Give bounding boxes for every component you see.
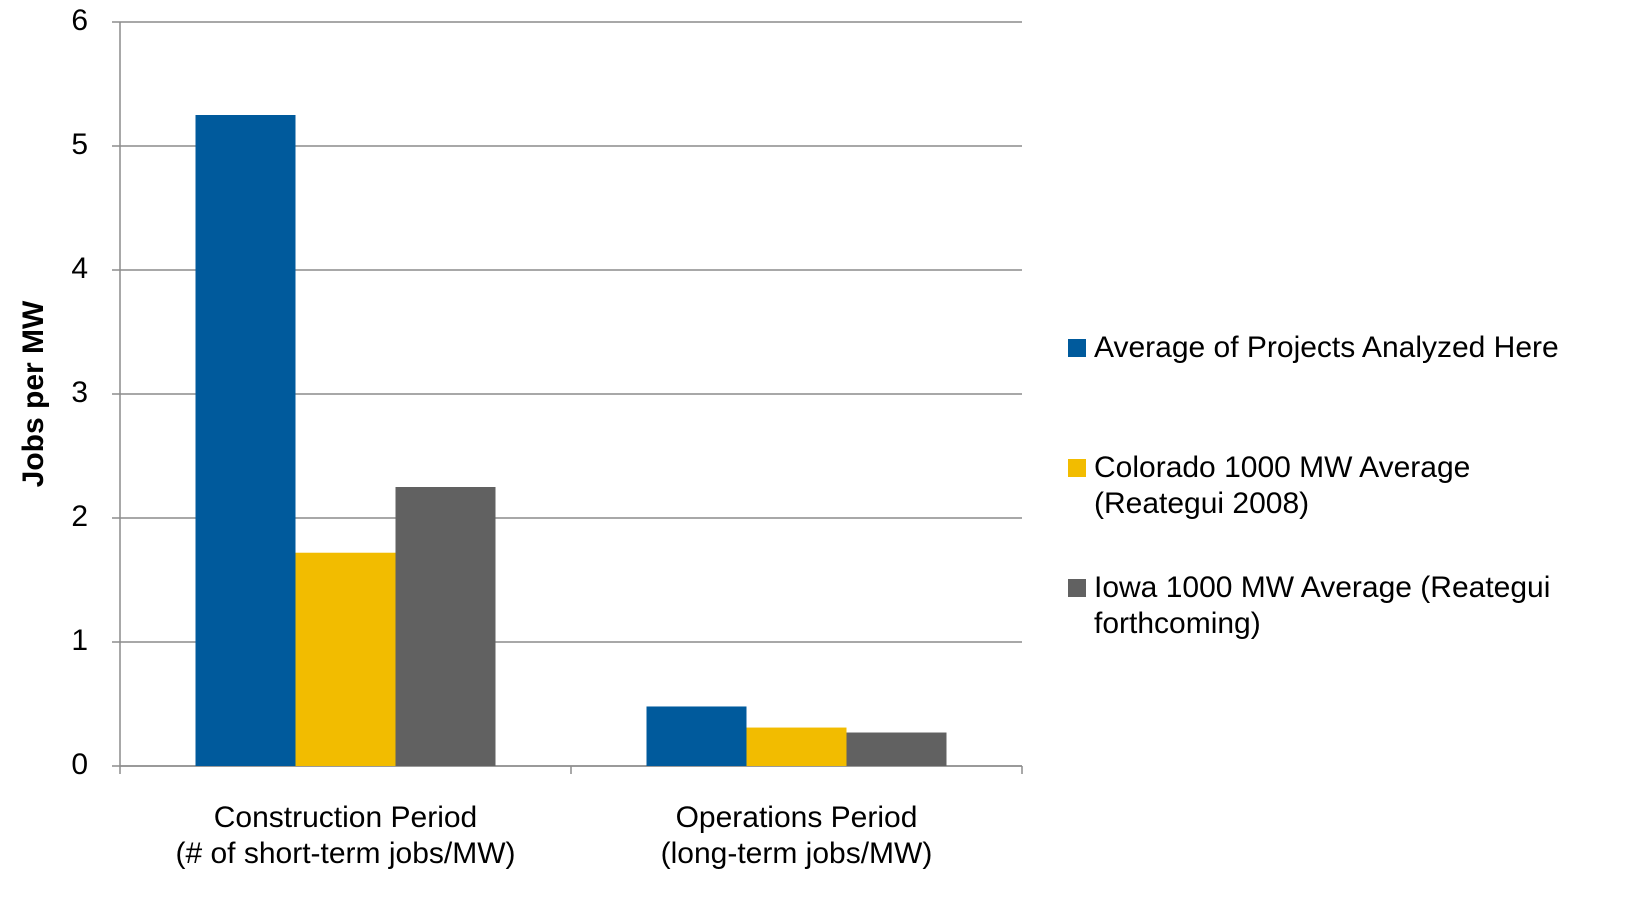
bar: [846, 732, 947, 766]
y-tick-label: 1: [71, 624, 88, 657]
y-tick-label: 2: [71, 500, 88, 533]
y-tick-label: 6: [71, 4, 88, 37]
y-tick-label: 0: [71, 748, 88, 781]
bar: [746, 727, 847, 766]
x-tick-label: Construction Period (# of short-term job…: [175, 801, 516, 870]
y-axis-label: Jobs per MW: [17, 300, 50, 487]
y-tick-label: 3: [71, 376, 88, 409]
bar: [195, 115, 296, 766]
legend-label: Colorado 1000 MW Average (Reategui 2008): [1094, 451, 1471, 520]
bar: [395, 487, 496, 766]
bar: [646, 706, 747, 766]
legend-item: Average of Projects Analyzed Here: [1068, 330, 1574, 366]
y-tick-label: 5: [71, 128, 88, 161]
legend-item: Colorado 1000 MW Average (Reategui 2008): [1068, 450, 1574, 522]
y-tick-label: 4: [71, 252, 88, 285]
x-tick-label: Operations Period (long-term jobs/MW): [660, 801, 933, 870]
legend-label: Iowa 1000 MW Average (Reategui forthcomi…: [1094, 571, 1551, 640]
bar: [295, 552, 396, 766]
legend-item: Iowa 1000 MW Average (Reategui forthcomi…: [1068, 570, 1574, 642]
legend-swatch: [1068, 339, 1086, 357]
legend-label: Average of Projects Analyzed Here: [1094, 331, 1559, 364]
legend-swatch: [1068, 459, 1086, 477]
legend-swatch: [1068, 579, 1086, 597]
